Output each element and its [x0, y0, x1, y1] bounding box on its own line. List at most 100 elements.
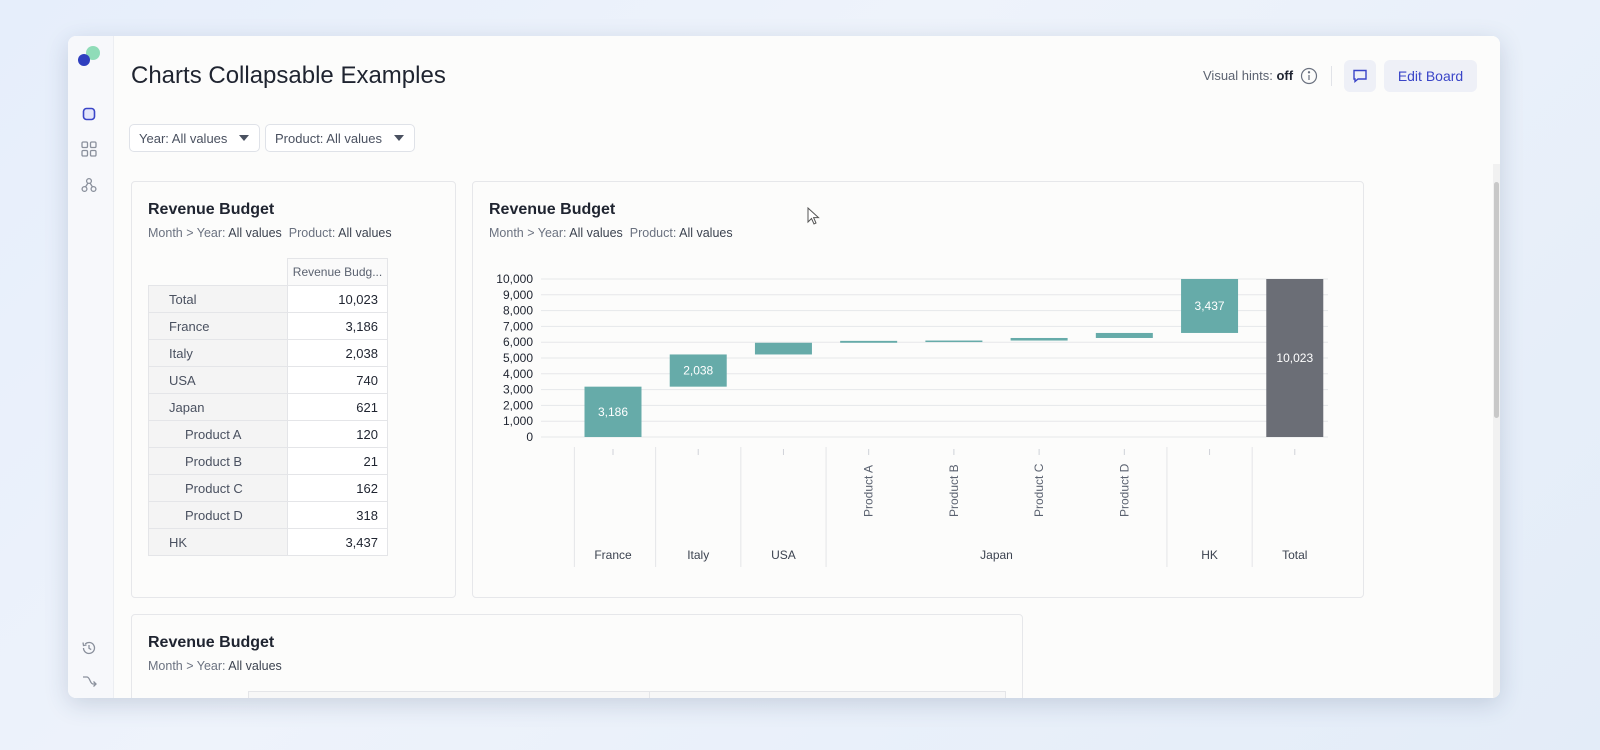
- subtitle-prefix: Month > Year:: [148, 659, 226, 673]
- chart-card[interactable]: Revenue Budget Month > Year: All values …: [472, 181, 1364, 598]
- waterfall-bar: [1095, 332, 1153, 338]
- subtitle-prefix: Month > Year:: [489, 226, 567, 240]
- product-filter-label: Product: All values: [275, 130, 382, 146]
- product-filter[interactable]: Product: All values: [265, 124, 415, 152]
- sidebar: [68, 36, 114, 698]
- branch-icon[interactable]: [79, 672, 99, 692]
- bottom-table-card[interactable]: Revenue Budget Month > Year: All values: [131, 614, 1023, 698]
- header-blank: [149, 259, 288, 286]
- table-row[interactable]: USA 740: [148, 366, 388, 394]
- table-row[interactable]: Italy 2,038: [148, 339, 388, 367]
- row-value: 10,023: [287, 285, 388, 313]
- pivot-table: Revenue Budg... Total 10,023 France 3,186 …: [148, 258, 388, 556]
- year-filter[interactable]: Year: All values: [129, 124, 261, 152]
- comment-button[interactable]: [1344, 60, 1376, 92]
- row-label: Italy: [148, 339, 288, 367]
- x-category-label: Product B: [947, 464, 961, 517]
- row-label: Product D: [148, 501, 288, 529]
- waterfall-bar: [840, 340, 898, 343]
- bar-value-label: 3,186: [598, 405, 628, 419]
- card-subtitle: Month > Year: All values Product: All va…: [489, 226, 733, 240]
- app-window: Charts Collapsable Examples Visual hints…: [68, 36, 1500, 698]
- table-row[interactable]: HK 3,437: [148, 528, 388, 556]
- table-row[interactable]: Product C 162: [148, 474, 388, 502]
- y-tick-label: 3,000: [503, 383, 533, 397]
- table-card[interactable]: Revenue Budget Month > Year: All values …: [131, 181, 456, 598]
- visual-hints-toggle[interactable]: Visual hints: off: [1203, 68, 1293, 83]
- row-value: 621: [287, 393, 388, 421]
- waterfall-bar: [754, 342, 812, 355]
- toolbar-divider: [1331, 66, 1332, 86]
- page-title: Charts Collapsable Examples: [131, 62, 446, 89]
- y-tick-label: 6,000: [503, 335, 533, 349]
- waterfall-bar: [669, 354, 727, 387]
- history-icon[interactable]: [79, 638, 99, 658]
- y-tick-label: 1,000: [503, 414, 533, 428]
- table-row[interactable]: Japan 621: [148, 393, 388, 421]
- x-category-label: Product C: [1032, 463, 1046, 517]
- x-category-label: Product A: [862, 465, 876, 517]
- visual-hints-value: off: [1276, 68, 1294, 83]
- table-row[interactable]: Product B 21: [148, 447, 388, 475]
- x-group-label: HK: [1201, 548, 1218, 562]
- row-value: 120: [287, 420, 388, 448]
- waterfall-bar: [1266, 279, 1324, 437]
- x-group-label: USA: [771, 548, 796, 562]
- table-row[interactable]: Product D 318: [148, 501, 388, 529]
- scrollbar-thumb[interactable]: [1494, 182, 1499, 418]
- row-label: Product C: [148, 474, 288, 502]
- row-value: 162: [287, 474, 388, 502]
- x-group-label: Italy: [687, 548, 709, 562]
- chevron-down-icon: [393, 135, 404, 141]
- visual-hints-label: Visual hints:: [1203, 68, 1273, 83]
- x-group-label: France: [594, 548, 632, 562]
- y-tick-label: 9,000: [503, 288, 533, 302]
- row-label: Product A: [148, 420, 288, 448]
- waterfall-bar: [584, 386, 642, 437]
- network-icon[interactable]: [79, 175, 99, 195]
- bar-value-label: 2,038: [683, 364, 713, 378]
- row-value: 3,437: [287, 528, 388, 556]
- edit-board-button[interactable]: Edit Board: [1384, 60, 1477, 92]
- row-label: Japan: [148, 393, 288, 421]
- x-group-label: Japan: [980, 548, 1013, 562]
- column-header[interactable]: Revenue Budg...: [287, 258, 388, 286]
- board-icon[interactable]: [79, 104, 99, 124]
- y-tick-label: 8,000: [503, 304, 533, 318]
- board-canvas: Charts Collapsable Examples Visual hints…: [114, 36, 1500, 698]
- y-tick-label: 5,000: [503, 351, 533, 365]
- waterfall-bar: [1010, 337, 1068, 341]
- waterfall-bar: [925, 340, 983, 343]
- y-tick-label: 0: [526, 430, 533, 444]
- subtitle-product: All values: [679, 226, 733, 240]
- y-tick-label: 2,000: [503, 398, 533, 412]
- row-label: HK: [148, 528, 288, 556]
- row-label: Total: [148, 285, 288, 313]
- table-header-strip: [248, 691, 1006, 698]
- row-value: 740: [287, 366, 388, 394]
- grid-icon[interactable]: [79, 139, 99, 159]
- subtitle-product-label: Product:: [288, 226, 336, 240]
- row-label: France: [148, 312, 288, 340]
- subtitle-year: All values: [569, 226, 623, 240]
- table-row[interactable]: Product A 120: [148, 420, 388, 448]
- table-row[interactable]: Total 10,023: [148, 285, 388, 313]
- comment-icon: [1353, 69, 1367, 83]
- table-row[interactable]: France 3,186: [148, 312, 388, 340]
- subtitle-product: All values: [338, 226, 392, 240]
- scrollbar-track[interactable]: [1493, 164, 1500, 698]
- info-icon[interactable]: [1300, 67, 1318, 85]
- app-logo: [78, 46, 102, 70]
- mouse-cursor-icon: [807, 207, 820, 225]
- subtitle-product-label: Product:: [629, 226, 677, 240]
- row-value: 2,038: [287, 339, 388, 367]
- bar-value-label: 10,023: [1276, 351, 1313, 365]
- subtitle-year: All values: [228, 226, 282, 240]
- waterfall-bar: [1181, 279, 1239, 333]
- row-label: USA: [148, 366, 288, 394]
- bar-value-label: 3,437: [1195, 299, 1225, 313]
- y-tick-label: 7,000: [503, 319, 533, 333]
- row-value: 21: [287, 447, 388, 475]
- y-tick-label: 10,000: [496, 272, 533, 286]
